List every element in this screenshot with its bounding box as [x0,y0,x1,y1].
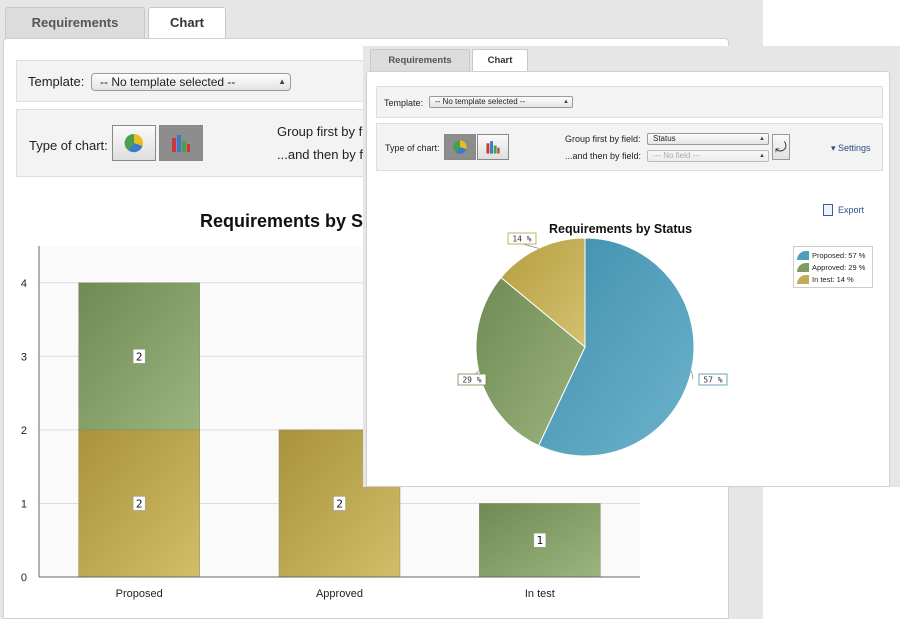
group-first-label: Group first by f [277,124,363,139]
template-select-value: -- No template selected -- [100,75,236,89]
legend-swatch [797,274,809,284]
bar-chart-icon [172,135,190,152]
y-tick-label: 4 [21,278,27,290]
x-tick-label: Proposed [116,588,163,600]
tab-chart[interactable]: Chart [472,49,528,72]
slice-label: 29 % [462,376,481,385]
pie-chart-title: Requirements by Status [549,222,693,236]
group-then-label: ...and then by f [277,147,364,162]
legend-label: Proposed: 57 % [812,250,866,260]
settings-link[interactable]: ▾ Settings [831,143,871,154]
data-label: 2 [336,497,343,510]
settings-label: Settings [838,143,871,153]
export-link[interactable]: Export [838,205,865,215]
bar-chart-button[interactable] [159,125,203,161]
legend-swatch [797,262,809,272]
y-tick-label: 3 [21,351,27,363]
slice-label-box [698,373,728,386]
legend-item-approved: Approved: 29 % [797,261,869,273]
slice-label: 57 % [703,376,722,385]
y-tick-label: 0 [21,572,27,584]
template-label: Template: [28,74,85,89]
chart-options-bar: Type of chart: Group first by field: S [376,123,883,171]
group-then-value: --- No field --- [653,151,701,160]
data-label-box [533,532,547,548]
legend-item-in-test: In test: 14 % [797,273,869,285]
x-tick-label: Approved [316,588,363,600]
tab-requirements[interactable]: Requirements [5,7,145,38]
template-select-value: -- No template selected -- [435,97,526,106]
bar-chart-button[interactable] [477,134,509,160]
leader-line [691,370,694,380]
legend-label: In test: 14 % [812,274,854,284]
chevron-updown-icon: ▲▼ [759,153,765,159]
pie-slice [475,276,586,447]
bar-chart-title: Requirements by S [200,211,364,231]
group-then-label: ...and then by field: [565,151,642,161]
x-tick-label: In test [525,588,555,600]
template-label: Template: [384,98,424,108]
bar-chart-icon [486,141,500,154]
data-label: 2 [136,350,143,363]
template-bar: Template: -- No template selected -- ▲▼ [376,86,883,118]
data-label-box [132,349,146,364]
y-tick-label: 2 [21,425,27,437]
slice-label-box [457,373,487,386]
legend-swatch [797,250,809,260]
pie-chart-icon [124,133,144,153]
group-first-label: Group first by field: [565,134,641,144]
legend-label: Approved: 29 % [812,262,866,272]
chevron-updown-icon: ▲▼ [563,99,569,105]
template-select[interactable]: -- No template selected -- ▲▼ [429,96,573,108]
group-first-select[interactable]: Status ▲▼ [647,133,769,145]
pie-chart-button[interactable] [444,134,476,160]
y-tick-label: 1 [21,498,27,510]
pie-chart-button[interactable] [112,125,156,161]
export-icon[interactable] [823,204,833,216]
chevron-down-icon: ▾ [831,143,839,153]
legend-item-proposed: Proposed: 57 % [797,249,869,261]
chevron-updown-icon: ▲▼ [278,77,286,86]
group-first-value: Status [653,134,676,143]
slice-label: 14 % [512,235,531,244]
data-label-box [333,496,346,511]
template-select[interactable]: -- No template selected -- ▲▼ [91,73,291,91]
data-label: 2 [136,497,143,510]
data-label: 1 [537,534,544,547]
chart-type-label: Type of chart: [29,138,108,153]
refresh-icon: ⤾ [775,139,787,155]
pie-slice [537,237,695,457]
slice-label-box [507,232,537,245]
tab-requirements[interactable]: Requirements [370,49,470,71]
front-tab-bar: Requirements Chart [370,49,530,72]
data-label-box [132,496,146,511]
tab-chart[interactable]: Chart [148,7,226,39]
back-tab-bar: Requirements Chart [5,7,229,39]
chart-type-label: Type of chart: [385,143,440,153]
front-window: Requirements Chart Template: -- No templ… [363,46,900,487]
chevron-updown-icon: ▲▼ [759,136,765,142]
pie-chart-icon [453,140,467,154]
leader-line [522,243,539,249]
pie-chart: 57 % 29 % 14 % [457,232,728,457]
pie-legend: Proposed: 57 % Approved: 29 % In test: 1… [793,246,873,288]
group-then-select[interactable]: --- No field --- ▲▼ [647,150,769,162]
refresh-button[interactable]: ⤾ [772,134,790,160]
